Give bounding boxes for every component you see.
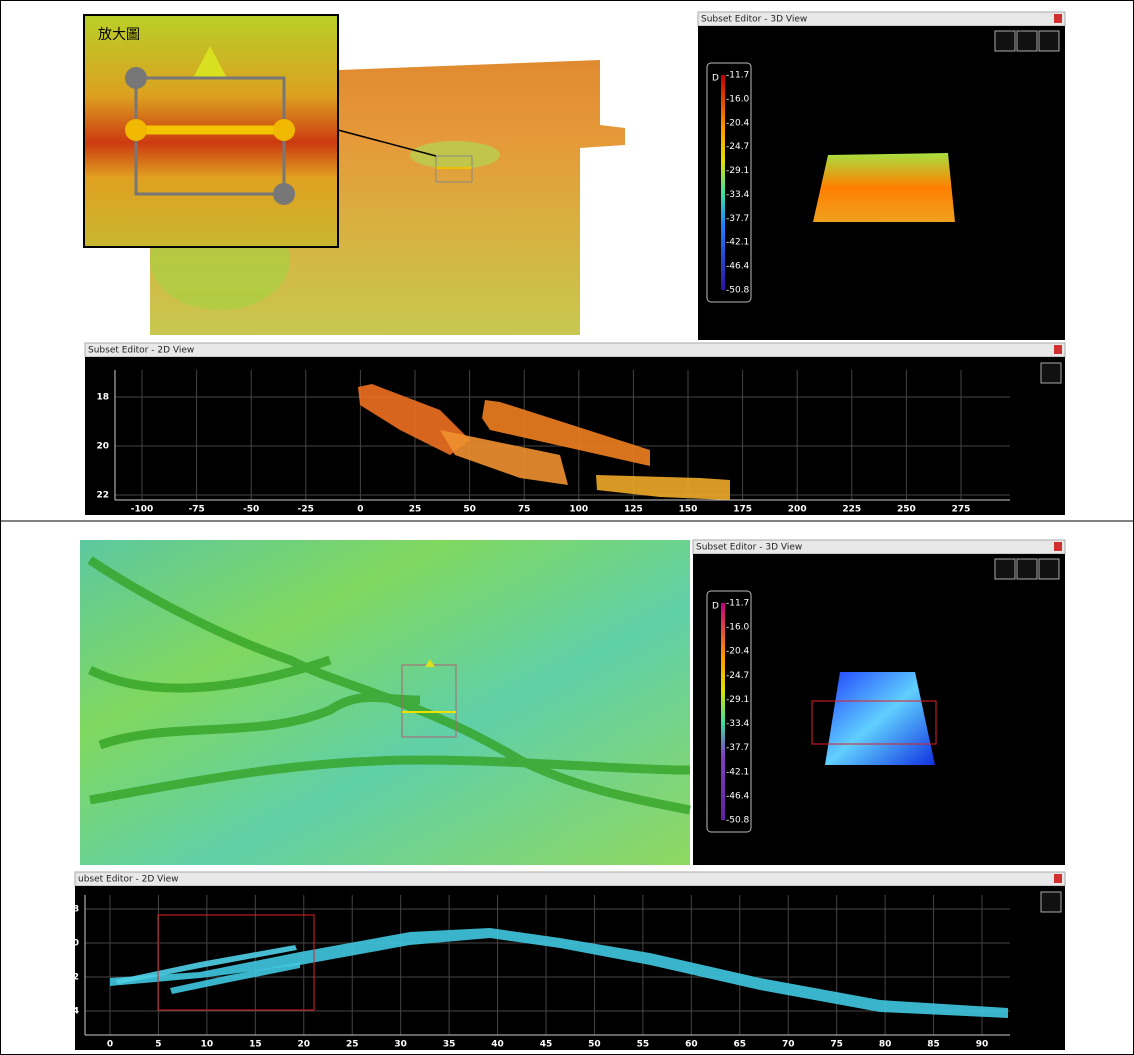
colorbar-label: -42.1 (726, 767, 749, 777)
colorbar-label: -50.8 (726, 286, 750, 296)
x-tick-label: 0 (107, 1040, 113, 1050)
panel-titlebar (85, 343, 1065, 357)
x-tick-label: 150 (679, 505, 698, 515)
colorbar (721, 75, 725, 290)
page: 放大圖 Subset Editor - 3D View D -11.7 -16.0 -2… (0, 0, 1134, 1055)
x-tick-label: 75 (830, 1040, 843, 1050)
panel-title: Subset Editor - 3D View (701, 15, 807, 25)
x-tick-label: 55 (637, 1040, 650, 1050)
x-tick-label: 20 (298, 1040, 311, 1050)
close-button (1054, 345, 1062, 354)
colorbar-label: -33.4 (726, 190, 750, 200)
panel-title: Subset Editor - 2D View (88, 346, 194, 356)
x-tick-label: 225 (842, 505, 861, 515)
colorbar-prefix: D (712, 602, 719, 612)
colorbar-label: -50.8 (726, 816, 750, 826)
handle (125, 119, 147, 141)
colorbar-label: -16.0 (726, 623, 750, 633)
handle (273, 119, 295, 141)
x-tick-label: 70 (782, 1040, 795, 1050)
toolbar-button (1017, 31, 1037, 51)
handle (273, 183, 295, 205)
x-tick-label: 75 (518, 505, 531, 515)
x-tick-label: 250 (897, 505, 916, 515)
x-tick-label: 10 (201, 1040, 214, 1050)
colorbar-label: -46.4 (726, 262, 750, 272)
terrain-patch (410, 141, 500, 169)
x-tick-label: 50 (588, 1040, 601, 1050)
x-tick-label: 90 (976, 1040, 989, 1050)
y-tick-label: 18 (96, 393, 109, 403)
colorbar-label: -42.1 (726, 238, 749, 248)
colorbar-label: -29.1 (726, 695, 749, 705)
inset-label: 放大圖 (98, 27, 140, 43)
x-tick-label: 275 (952, 505, 971, 515)
x-tick-label: 60 (685, 1040, 698, 1050)
x-tick-label: 15 (249, 1040, 262, 1050)
x-tick-label: -25 (298, 505, 314, 515)
x-tick-label: 125 (624, 505, 643, 515)
x-tick-label: 80 (879, 1040, 892, 1050)
y-tick-label: 22 (96, 491, 109, 501)
colorbar-prefix: D (712, 74, 719, 84)
x-tick-label: 85 (927, 1040, 940, 1050)
close-button (1054, 874, 1062, 883)
toolbar-button (995, 31, 1015, 51)
colorbar-label: -24.7 (726, 142, 749, 152)
panel-title: ubset Editor - 2D View (78, 875, 179, 885)
close-button (1054, 14, 1062, 23)
toolbar-button (1041, 363, 1061, 383)
colorbar-label: -16.0 (726, 94, 750, 104)
colorbar-label: -20.4 (726, 118, 750, 128)
colorbar-label: -11.7 (726, 71, 749, 81)
colorbar-label: -33.4 (726, 719, 750, 729)
x-tick-label: 25 (346, 1040, 359, 1050)
colorbar-label: -46.4 (726, 791, 750, 801)
x-tick-label: 35 (443, 1040, 456, 1050)
x-tick-label: 25 (409, 505, 422, 515)
toolbar-button (1039, 31, 1059, 51)
toolbar-button (1017, 559, 1037, 579)
colorbar-label: -37.7 (726, 214, 749, 224)
x-tick-label: 175 (733, 505, 752, 515)
x-tick-label: 0 (357, 505, 363, 515)
y-tick-label: 28 (66, 905, 79, 915)
x-tick-label: -50 (243, 505, 259, 515)
colorbar-label: -11.7 (726, 599, 749, 609)
toolbar-button (1039, 559, 1059, 579)
colorbar-label: -29.1 (726, 166, 749, 176)
x-tick-label: 30 (394, 1040, 407, 1050)
y-tick-label: 20 (96, 442, 109, 452)
x-tick-label: -75 (188, 505, 204, 515)
colorbar-label: -37.7 (726, 743, 749, 753)
x-tick-label: 100 (569, 505, 588, 515)
3d-surface (813, 153, 955, 222)
colorbar-label: -24.7 (726, 671, 749, 681)
x-tick-label: 40 (491, 1040, 504, 1050)
screenshot: 放大圖 Subset Editor - 3D View D -11.7 -16.0 -2… (0, 0, 1134, 1055)
x-tick-label: 5 (155, 1040, 161, 1050)
handle (125, 67, 147, 89)
colorbar (721, 603, 725, 820)
y-tick-label: 32 (66, 973, 79, 983)
y-tick-label: 30 (66, 939, 79, 949)
panel-title: Subset Editor - 3D View (696, 543, 802, 553)
panel-titlebar (75, 872, 1065, 886)
toolbar-button (1041, 892, 1061, 912)
x-tick-label: 50 (463, 505, 476, 515)
colorbar-label: -20.4 (726, 647, 750, 657)
x-tick-label: 45 (540, 1040, 553, 1050)
x-tick-label: 65 (734, 1040, 747, 1050)
toolbar-button (995, 559, 1015, 579)
x-tick-label: 200 (788, 505, 807, 515)
close-button (1054, 542, 1062, 551)
x-tick-label: -100 (131, 505, 154, 515)
y-tick-label: 34 (66, 1007, 79, 1017)
